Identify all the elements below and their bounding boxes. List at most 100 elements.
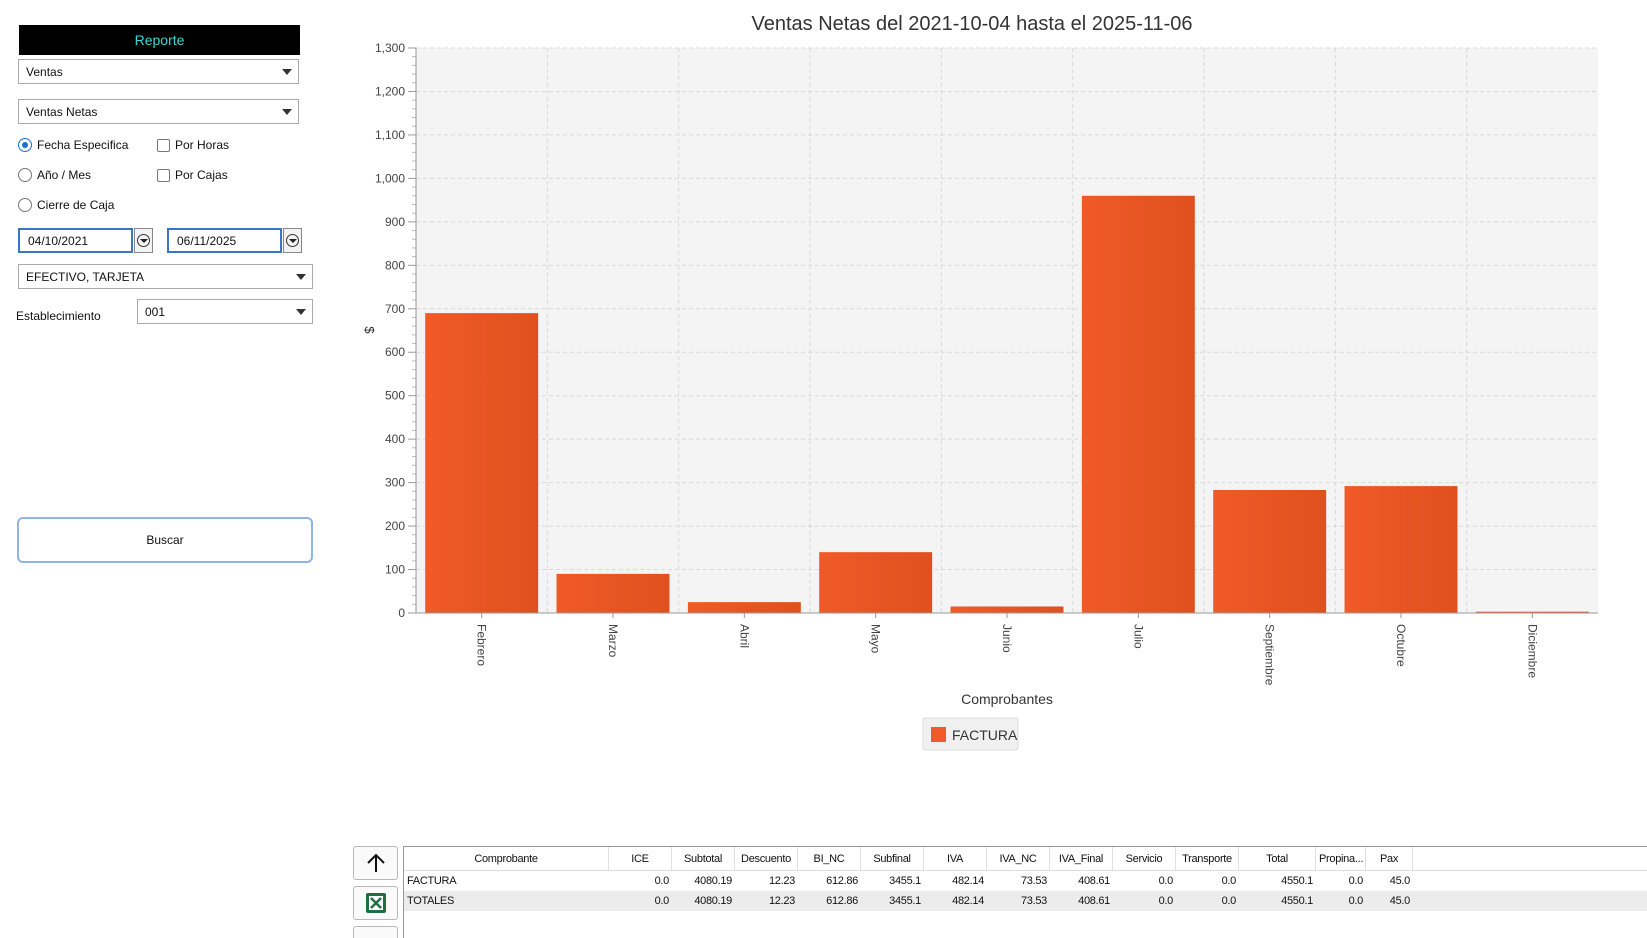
bar-septiembre xyxy=(1213,490,1327,613)
establecimiento-select[interactable]: 001 xyxy=(137,299,313,324)
y-tick-label: 700 xyxy=(385,302,405,316)
table-cell: 0.0 xyxy=(654,895,670,907)
column-header[interactable]: Servicio xyxy=(1113,847,1176,870)
table-side-button[interactable] xyxy=(353,926,398,938)
column-header[interactable]: Total xyxy=(1239,847,1316,870)
radio-icon xyxy=(18,198,32,212)
x-axis: Febrero Marzo Abril Mayo Junio Julio Septiembr… xyxy=(416,612,1598,686)
table-row[interactable]: FACTURA 0.0 4080.19 12.23 612.86 3455.1 482.14… xyxy=(404,871,1647,891)
table-cell: 0.0 xyxy=(1158,875,1174,887)
table-cell: 3455.1 xyxy=(889,895,921,907)
table-cell: 482.14 xyxy=(952,875,984,887)
date-to-value: 06/11/2025 xyxy=(177,233,237,248)
bar-mayo xyxy=(819,552,933,613)
table-cell: 612.86 xyxy=(826,875,858,887)
arrow-up-icon xyxy=(366,853,385,872)
y-tick-label: 500 xyxy=(385,389,405,403)
payment-types-select[interactable]: EFECTIVO, TARJETA xyxy=(18,264,313,289)
x-tick-label: Julio xyxy=(1131,624,1145,649)
table-row[interactable]: TOTALES 0.0 4080.19 12.23 612.86 3455.1 482.14… xyxy=(404,891,1647,911)
bar-febrero xyxy=(425,313,539,613)
column-header[interactable]: Pax xyxy=(1366,847,1413,870)
column-header[interactable]: Comprobante xyxy=(404,847,609,870)
date-from-value: 04/10/2021 xyxy=(28,233,89,248)
x-tick-label: Marzo xyxy=(606,624,620,658)
y-tick-label: 300 xyxy=(385,476,405,490)
table-cell: 4080.19 xyxy=(694,875,732,887)
table-cell: 0.0 xyxy=(1348,895,1364,907)
legend-label-factura: FACTURA xyxy=(952,727,1018,743)
table-cell: TOTALES xyxy=(407,895,455,907)
column-header[interactable]: Subtotal xyxy=(672,847,735,870)
column-header[interactable]: Propina... xyxy=(1316,847,1366,870)
radio-anio-mes[interactable]: Año / Mes xyxy=(18,168,91,182)
y-tick-label: 100 xyxy=(385,563,405,577)
checkbox-por-horas[interactable]: Por Horas xyxy=(157,138,229,152)
summary-table: Comprobante ICE Subtotal Descuento BI_NC Subf… xyxy=(403,846,1647,938)
radio-cierre-caja[interactable]: Cierre de Caja xyxy=(18,198,114,212)
payment-types-value: EFECTIVO, TARJETA xyxy=(26,269,145,284)
report-header: Reporte xyxy=(19,25,300,55)
calendar-dropdown-icon xyxy=(137,234,150,247)
radio-fecha-especifica[interactable]: Fecha Especifica xyxy=(18,138,128,152)
radio-anio-mes-label: Año / Mes xyxy=(37,168,92,182)
column-header[interactable]: IVA xyxy=(924,847,987,870)
table-cell: 12.23 xyxy=(768,895,795,907)
table-cell: 12.23 xyxy=(768,875,795,887)
legend-swatch xyxy=(931,727,946,742)
checkbox-por-cajas[interactable]: Por Cajas xyxy=(157,168,228,182)
report-subtype-value: Ventas Netas xyxy=(26,104,98,119)
table-cell: 0.0 xyxy=(1158,895,1174,907)
column-header[interactable]: ICE xyxy=(609,847,672,870)
chart-legend: FACTURA xyxy=(922,717,1019,751)
table-cell: 45.0 xyxy=(1389,895,1411,907)
table-cell: 73.53 xyxy=(1020,875,1047,887)
bar-diciembre xyxy=(1475,611,1589,613)
column-header[interactable]: Descuento xyxy=(735,847,798,870)
radio-selected-icon xyxy=(18,138,32,152)
x-tick-label: Diciembre xyxy=(1525,624,1539,678)
radio-fecha-especifica-label: Fecha Especifica xyxy=(37,138,129,152)
search-button[interactable]: Buscar xyxy=(17,517,313,563)
bar-octubre xyxy=(1344,486,1458,613)
x-tick-label: Abril xyxy=(737,624,751,648)
scroll-up-button[interactable] xyxy=(353,846,398,880)
table-header-row: Comprobante ICE Subtotal Descuento BI_NC Subf… xyxy=(404,847,1647,871)
x-tick-label: Mayo xyxy=(869,624,883,654)
column-header[interactable]: IVA_Final xyxy=(1050,847,1113,870)
table-cell: 4550.1 xyxy=(1281,875,1313,887)
table-cell: FACTURA xyxy=(407,875,457,887)
column-header[interactable]: IVA_NC xyxy=(987,847,1050,870)
bar-junio xyxy=(950,606,1064,613)
report-type-select[interactable]: Ventas xyxy=(18,59,299,84)
date-from-picker-button[interactable] xyxy=(134,228,153,253)
table-cell: 482.14 xyxy=(952,895,984,907)
table-cell: 45.0 xyxy=(1389,875,1411,887)
export-excel-button[interactable] xyxy=(353,886,398,920)
column-header[interactable]: BI_NC xyxy=(798,847,861,870)
chevron-down-icon xyxy=(296,274,306,280)
establecimiento-label: Establecimiento xyxy=(16,309,101,323)
y-tick-label: 200 xyxy=(385,519,405,533)
y-tick-label: 400 xyxy=(385,432,405,446)
x-tick-label: Octubre xyxy=(1394,624,1408,667)
chevron-down-icon xyxy=(282,69,292,75)
table-cell: 408.61 xyxy=(1078,895,1110,907)
chart-bars xyxy=(425,195,1589,613)
date-to-input[interactable]: 06/11/2025 xyxy=(167,228,282,253)
y-axis-label: $ xyxy=(362,326,377,334)
checkbox-por-cajas-label: Por Cajas xyxy=(175,168,228,182)
report-subtype-select[interactable]: Ventas Netas xyxy=(18,99,299,124)
bar-abril xyxy=(687,602,801,613)
date-to-picker-button[interactable] xyxy=(283,228,302,253)
y-tick-label: 600 xyxy=(385,345,405,359)
column-header[interactable]: Transporte xyxy=(1176,847,1239,870)
date-from-input[interactable]: 04/10/2021 xyxy=(18,228,133,253)
table-cell: 612.86 xyxy=(826,895,858,907)
establecimiento-value: 001 xyxy=(145,304,166,319)
y-axis: 0 100 200 300 400 500 600 700 800 900 1,000 1,100 1,… xyxy=(375,41,417,620)
checkbox-icon xyxy=(157,138,170,152)
column-header[interactable]: Subfinal xyxy=(861,847,924,870)
y-tick-label: 900 xyxy=(385,215,405,229)
x-tick-label: Septiembre xyxy=(1263,624,1277,686)
